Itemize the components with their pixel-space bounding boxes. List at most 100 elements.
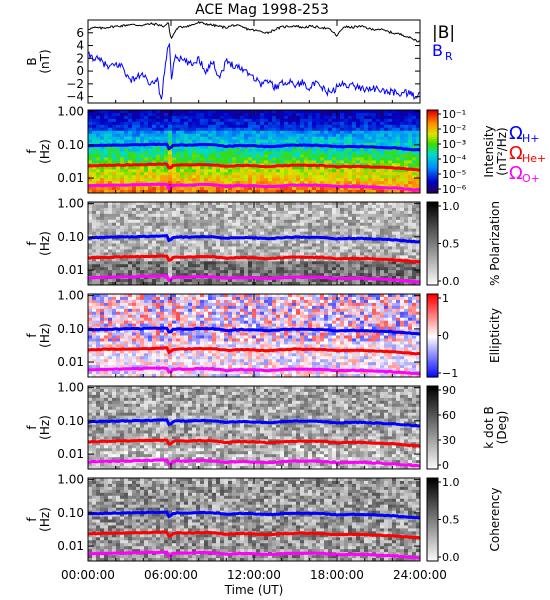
spectrogram-cell [204,151,209,156]
spectrogram-cell [380,154,385,159]
spectrogram-cell [320,270,325,274]
spectrogram-cell [340,273,345,277]
spectrogram-cell [340,228,345,233]
spectrogram-cell [212,181,217,185]
spectrogram-cell [132,127,137,132]
spectrogram-cell [232,264,237,268]
spectrogram-cell [300,267,305,271]
spectrogram-cell [224,110,229,114]
spectrogram-cell [132,210,137,215]
spectrogram-cell [304,258,309,262]
spectrogram-cell [368,249,373,253]
colorbar-cell [427,161,438,165]
spectrogram-cell [104,365,109,369]
spectrogram-cell [96,130,101,135]
spectrogram-cell [204,115,209,120]
spectrogram-cell [260,133,265,138]
spectrogram-cell [404,216,409,221]
spectrogram-cell [136,279,141,283]
spectrogram-cell [356,202,361,206]
spectrogram-cell [96,166,101,170]
spectrogram-cell [416,130,420,135]
spectrogram-cell [192,237,197,242]
spectrogram-cell [88,299,93,304]
spectrogram-cell [412,160,417,164]
spectrogram-cell [284,133,289,138]
spectrogram-cell [376,112,381,117]
spectrogram-cell [236,228,241,233]
spectrogram-cell [236,237,241,242]
ylabel-unit: (nT) [38,49,52,73]
spectrogram-cell [312,178,317,182]
spectrogram-cell [416,124,420,129]
spectrogram-cell [260,216,265,221]
spectrogram-cell [284,267,289,271]
spectrogram-cell [296,115,301,120]
spectrogram-cell [300,187,305,191]
spectrogram-cell [300,154,305,159]
spectrogram-cell [340,148,345,153]
spectrogram-cell [380,240,385,245]
spectrogram-cell [216,264,221,268]
spectrogram-cell [272,225,277,230]
spectrogram-cell [312,243,317,248]
spectrogram-cell [260,204,265,209]
spectrogram-cell [312,175,317,179]
spectrogram-cell [128,258,133,262]
spectrogram-cell [216,237,221,242]
spectrogram-cell [148,172,153,176]
spectrogram-cell [216,133,221,138]
spectrogram-cell [152,187,157,191]
spectrogram-cell [168,228,173,233]
spectrogram-cell [340,139,345,144]
spectrogram-cell [252,133,257,138]
spectrogram-cell [384,121,389,126]
spectrogram-cell [356,267,361,271]
spectrogram-cell [300,231,305,236]
spectrogram-cell [356,190,361,193]
spectrogram-cell [184,157,189,161]
spectrogram-cell [404,160,409,164]
spectrogram-cell [132,151,137,156]
spectrogram-cell [388,127,393,132]
spectrogram-cell [144,213,149,218]
spectrogram-cell [284,246,289,251]
spectrogram-cell [104,124,109,129]
spectrogram-cell [212,157,217,161]
spectrogram-cell [404,222,409,227]
spectrogram-cell [284,204,289,209]
spectrogram-cell [308,249,313,253]
spectrogram-cell [216,240,221,245]
spectrogram-cell [192,127,197,132]
spectrogram-cell [100,187,105,191]
spectrogram-cell [144,166,149,170]
spectrogram-cell [364,112,369,117]
spectrogram-cell [144,148,149,153]
spectrogram-cell [384,213,389,218]
spectrogram-cell [316,249,321,253]
spectrogram-cell [144,264,149,268]
spectrogram-cell [256,231,261,236]
spectrogram-cell [248,145,253,150]
spectrogram-cell [180,225,185,230]
spectrogram-cell [168,178,173,182]
spectrogram-cell [384,246,389,251]
spectrogram-cell [384,118,389,123]
spectrogram-cell [348,204,353,209]
spectrogram-cell [104,127,109,132]
spectrogram-cell [248,151,253,156]
spectrogram-cell [324,264,329,268]
spectrogram-cell [212,279,217,283]
spectrogram-cell [100,237,105,242]
spectrogram-cell [120,270,125,274]
spectrogram-cell [116,231,121,236]
spectrogram-cell [112,181,117,185]
spectrogram-cell [152,225,157,230]
spectrogram-cell [116,237,121,242]
spectrogram-cell [324,252,329,256]
spectrogram-cell [332,279,337,283]
spectrogram-cell [88,356,93,360]
spectrogram-cell [284,124,289,129]
spectrogram-cell [128,175,133,179]
spectrogram-cell [276,139,281,144]
